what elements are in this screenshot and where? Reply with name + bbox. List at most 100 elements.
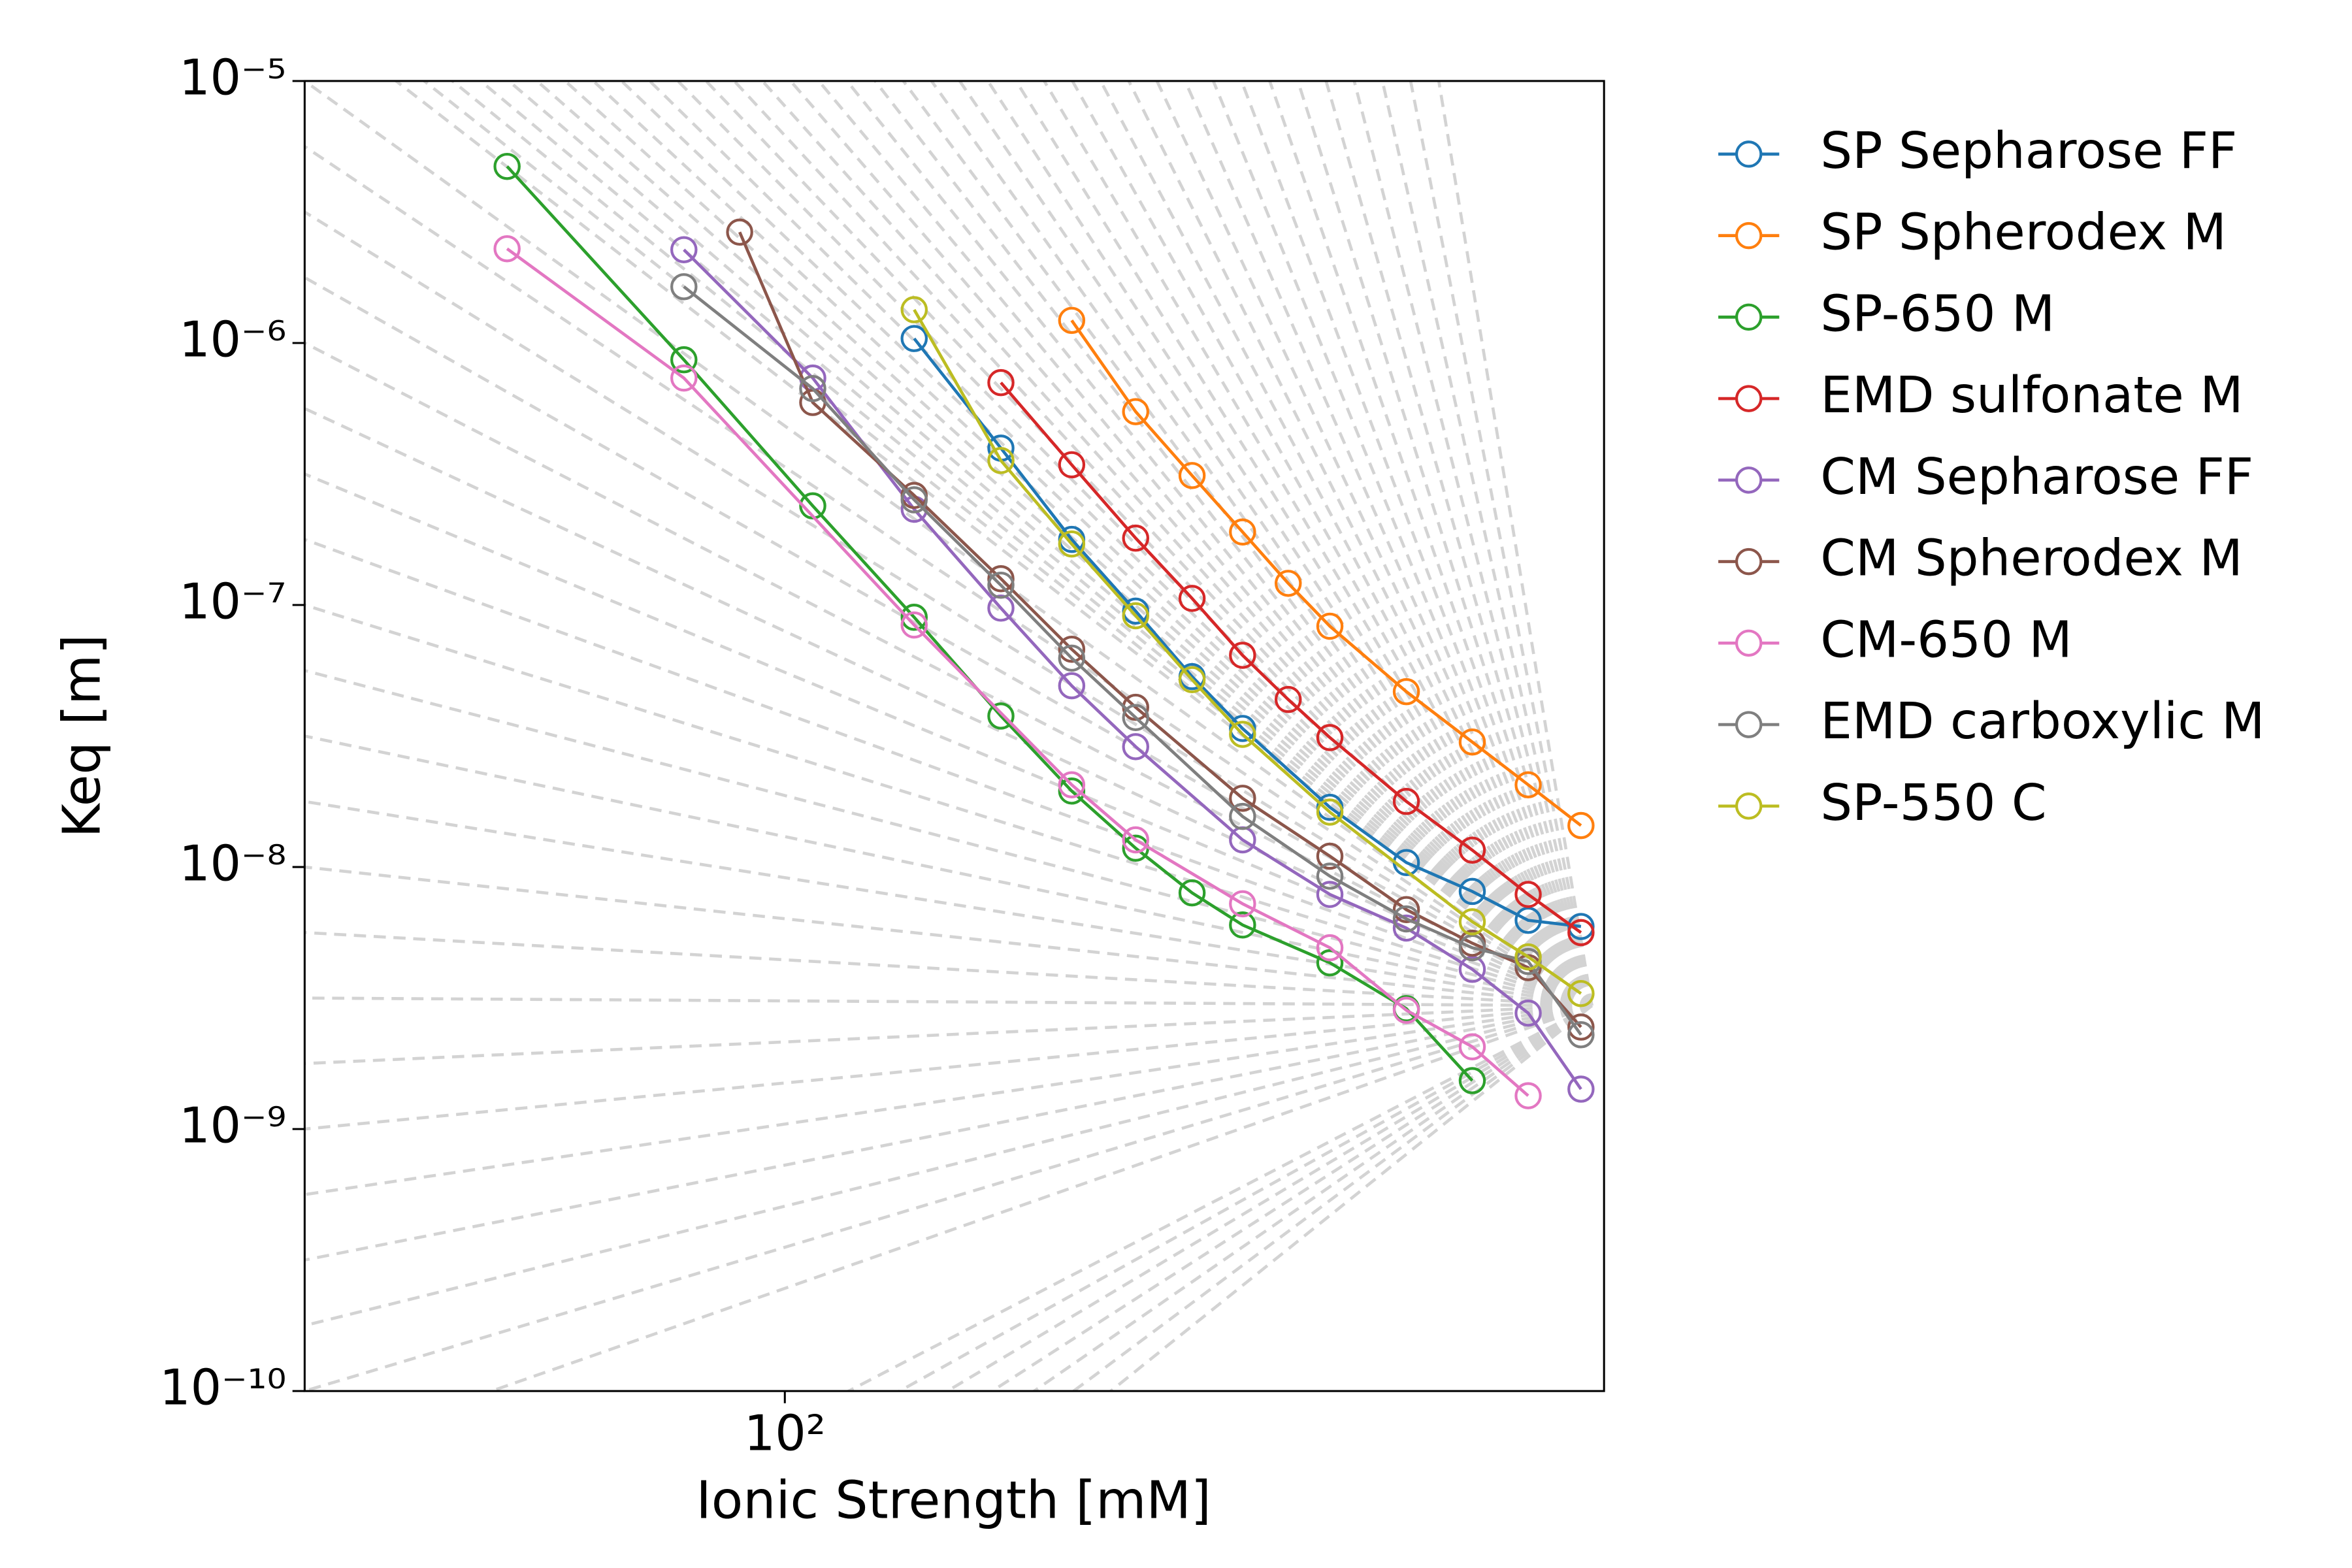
data-point — [1058, 306, 1086, 335]
data-point — [1178, 666, 1206, 694]
reference-line — [1070, 80, 1593, 1007]
data-point — [1316, 724, 1344, 751]
data-point — [1514, 881, 1542, 908]
reference-line — [1437, 80, 1593, 1006]
legend-label: SP-650 M — [1820, 285, 2055, 343]
y-tick-label: 10⁻¹⁰ — [159, 1360, 286, 1416]
reference-line — [929, 80, 1593, 1007]
data-point — [1567, 1013, 1595, 1041]
data-point — [1178, 585, 1206, 612]
reference-line — [304, 800, 1592, 1007]
series-line — [506, 247, 1529, 1097]
legend-label: SP-550 C — [1820, 774, 2046, 832]
data-point — [1316, 798, 1344, 826]
data-point — [900, 611, 928, 639]
reference-line — [944, 1004, 1593, 1392]
data-point — [987, 565, 1015, 593]
legend: SP Sepharose FF SP Spherodex M SP-650 M EMD… — [1718, 122, 2265, 832]
reference-line — [1155, 80, 1593, 1007]
data-point — [1458, 955, 1486, 983]
series-line — [1070, 319, 1582, 827]
axes-frame — [303, 80, 1605, 1392]
data-point — [900, 325, 928, 352]
reference-line — [506, 80, 1593, 1007]
data-point — [1274, 685, 1302, 713]
data-point — [1458, 1067, 1486, 1094]
reference-line — [534, 80, 1593, 1007]
reference-line — [676, 80, 1593, 1007]
reference-line — [647, 80, 1593, 1007]
data-point — [1458, 908, 1486, 936]
reference-line — [421, 80, 1593, 1007]
reference-line — [1108, 1004, 1593, 1392]
legend-marker — [1735, 711, 1763, 738]
y-tick-label: 10⁻⁵ — [179, 49, 286, 106]
reference-line — [478, 80, 1593, 1007]
data-point — [1514, 1082, 1542, 1109]
reference-line — [789, 80, 1593, 1007]
data-point — [987, 447, 1015, 474]
data-point — [1316, 842, 1344, 870]
data-point — [1458, 728, 1486, 756]
data-point — [1567, 913, 1595, 940]
data-point — [1316, 612, 1344, 640]
data-point — [1229, 721, 1256, 748]
data-point — [493, 235, 521, 263]
reference-line — [304, 996, 1592, 1007]
legend-marker — [1735, 385, 1763, 412]
data-point — [987, 702, 1015, 730]
data-point — [900, 486, 928, 514]
data-point — [1058, 451, 1086, 479]
data-point — [1058, 771, 1086, 798]
data-point — [670, 364, 698, 392]
data-point — [1058, 635, 1086, 663]
reference-line — [304, 538, 1593, 1007]
data-point — [1122, 602, 1149, 630]
legend-label: SP Spherodex M — [1820, 204, 2227, 262]
data-point — [1567, 1075, 1595, 1103]
y-tick-label: 10⁻⁸ — [179, 836, 286, 892]
data-point — [670, 236, 698, 263]
data-point — [1229, 518, 1256, 546]
data-point — [1458, 877, 1486, 906]
data-point — [900, 296, 928, 323]
data-point — [1229, 911, 1256, 939]
data-point — [1229, 642, 1256, 669]
reference-line — [304, 1004, 1592, 1196]
data-point — [1514, 943, 1542, 971]
legend-marker — [1735, 303, 1763, 331]
x-axis-label: Ionic Strength [mM] — [696, 1470, 1211, 1531]
legend-label: CM Spherodex M — [1820, 530, 2243, 588]
data-point — [1058, 530, 1086, 558]
y-axis-label: Keq [m] — [52, 634, 112, 838]
data-point — [1178, 462, 1206, 489]
reference-line — [304, 734, 1593, 1007]
data-point — [1122, 704, 1149, 732]
legend-marker — [1735, 629, 1763, 657]
data-point — [799, 374, 826, 402]
data-point — [1316, 881, 1344, 908]
data-point — [1316, 862, 1344, 890]
data-point — [1058, 644, 1086, 672]
data-point — [1392, 996, 1420, 1024]
reference-line — [1071, 1004, 1593, 1392]
data-point — [1178, 879, 1206, 907]
data-point — [1122, 398, 1149, 425]
reference-line — [304, 472, 1593, 1007]
data-point — [1316, 949, 1344, 977]
data-point — [1567, 811, 1595, 840]
reference-line — [1380, 80, 1593, 1006]
series-line — [506, 165, 1474, 1082]
reference-line — [304, 668, 1593, 1007]
data-point — [1458, 1033, 1486, 1060]
series-line — [683, 286, 1582, 1036]
reference-line — [304, 930, 1592, 1007]
reference-line — [1239, 80, 1593, 1007]
data-point — [1392, 787, 1420, 815]
reference-line — [1352, 80, 1593, 1006]
reference-line — [1098, 80, 1593, 1007]
reference-line — [1127, 80, 1593, 1007]
x-tick-label: 10² — [744, 1405, 826, 1462]
data-point — [1058, 777, 1086, 805]
